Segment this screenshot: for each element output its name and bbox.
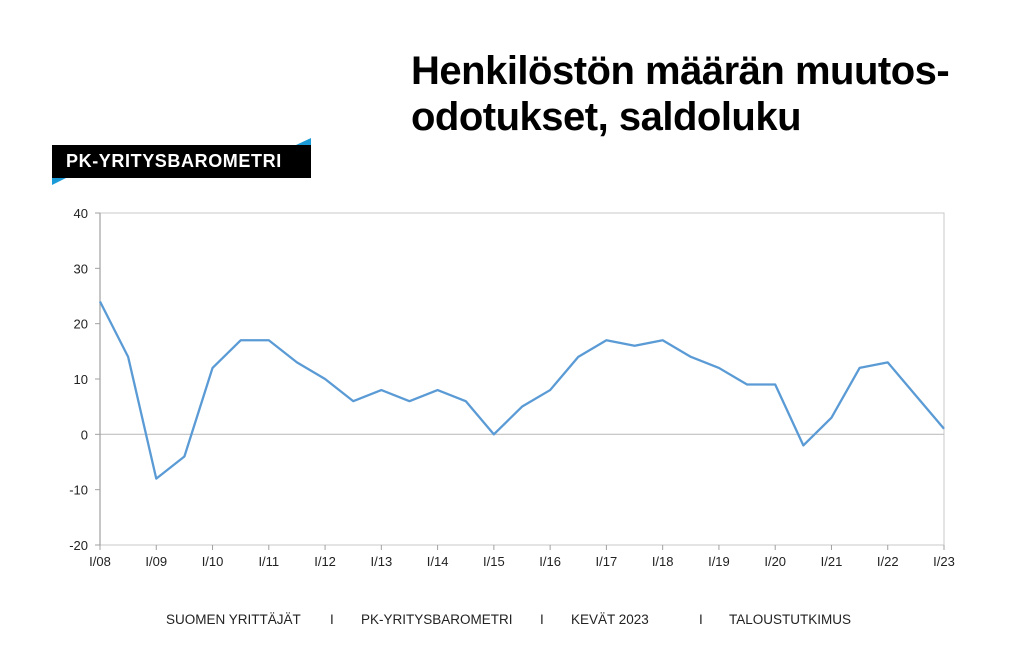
y-tick-label: 0 <box>81 427 88 442</box>
x-tick-label: I/10 <box>202 554 224 569</box>
brand-banner: PK-YRITYSBAROMETRI <box>52 145 311 178</box>
y-tick-label: -20 <box>69 538 88 553</box>
footer-separator: I <box>699 612 703 627</box>
x-tick-label: I/23 <box>933 554 955 569</box>
x-tick-label: I/14 <box>427 554 449 569</box>
banner-corner-accent-top <box>296 138 311 145</box>
y-tick-label: 30 <box>74 261 88 276</box>
y-tick-label: 20 <box>74 317 88 332</box>
x-tick-label: I/22 <box>877 554 899 569</box>
x-tick-label: I/21 <box>821 554 843 569</box>
x-tick-label: I/13 <box>370 554 392 569</box>
x-tick-label: I/19 <box>708 554 730 569</box>
banner-label: PK-YRITYSBAROMETRI <box>66 151 282 171</box>
x-tick-label: I/08 <box>89 554 111 569</box>
y-tick-label: 40 <box>74 206 88 221</box>
footer-item-season: KEVÄT 2023 <box>571 612 649 627</box>
x-tick-label: I/16 <box>539 554 561 569</box>
footer-item-report: PK-YRITYSBAROMETRI <box>361 612 513 627</box>
title-line-2: odotukset, saldoluku <box>411 95 802 139</box>
plot-area-border <box>99 212 945 546</box>
x-tick-label: I/12 <box>314 554 336 569</box>
x-tick-label: I/11 <box>258 554 279 569</box>
x-tick-label: I/18 <box>652 554 674 569</box>
banner-corner-accent-bottom <box>52 178 66 185</box>
x-tick-label: I/20 <box>764 554 786 569</box>
footer-item-department: TALOUSTUTKIMUS <box>729 612 852 627</box>
footer-separator: I <box>330 612 334 627</box>
chart-title: Henkilöstön määrän muutos- odotukset, sa… <box>411 48 1011 140</box>
footer-separator: I <box>540 612 544 627</box>
y-tick-label: -10 <box>69 483 88 498</box>
series-line <box>98 301 945 480</box>
title-line-1: Henkilöstön määrän muutos- <box>411 49 950 93</box>
footer-item-publisher: SUOMEN YRITTÄJÄT <box>166 612 301 627</box>
x-tick-label: I/09 <box>145 554 167 569</box>
x-tick-label: I/15 <box>483 554 505 569</box>
y-tick-label: 10 <box>74 372 88 387</box>
x-tick-label: I/17 <box>596 554 618 569</box>
